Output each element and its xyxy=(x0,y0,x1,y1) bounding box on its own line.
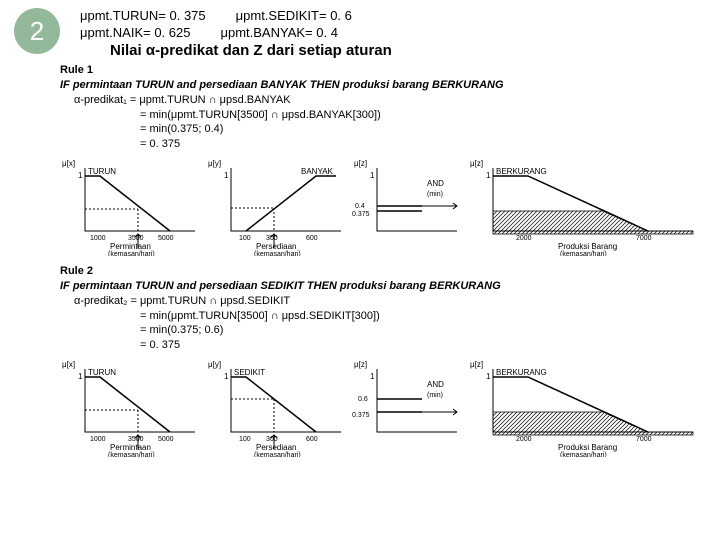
rule2-block: Rule 2 IF permintaan TURUN and persediaa… xyxy=(60,264,710,353)
rule2-eq4: = 0. 375 xyxy=(140,338,710,353)
svg-text:Persediaan: Persediaan xyxy=(256,443,296,452)
rule1-eq3: = min(0.375; 0.4) xyxy=(140,122,710,137)
svg-text:BERKURANG: BERKURANG xyxy=(496,368,547,377)
rule2-eq3: = min(0.375; 0.6) xyxy=(140,323,710,338)
svg-text:μ[z]: μ[z] xyxy=(354,159,367,168)
svg-text:Produksi Barang: Produksi Barang xyxy=(558,443,617,452)
svg-text:1: 1 xyxy=(224,171,229,180)
svg-text:TURUN: TURUN xyxy=(88,368,116,377)
svg-text:100: 100 xyxy=(239,235,251,242)
charts-row1: μ[x] TURUN 1 1000 3500 5000 Permintaan (… xyxy=(60,156,710,256)
chart-permintaan-1: μ[x] TURUN 1 1000 3500 5000 Permintaan (… xyxy=(60,156,200,256)
svg-text:1: 1 xyxy=(370,171,375,180)
rule1-eq4: = 0. 375 xyxy=(140,137,710,152)
slide-title: Nilai α-predikat dan Z dari setiap atura… xyxy=(110,42,710,59)
svg-text:2000: 2000 xyxy=(516,436,532,443)
rule2-eq2: = min(μpmt.TURUN[3500] ∩ μpsd.SEDIKIT[30… xyxy=(140,309,710,324)
rule1-block: Rule 1 IF permintaan TURUN and persediaa… xyxy=(60,63,710,152)
svg-text:1: 1 xyxy=(78,171,83,180)
svg-text:1000: 1000 xyxy=(90,235,106,242)
chart-permintaan-2: μ[x] TURUN 1 1000 3500 5000 Permintaan (… xyxy=(60,357,200,457)
mu-naik: μpmt.NAIK = 0. 625 xyxy=(80,25,190,40)
svg-text:300: 300 xyxy=(266,436,278,443)
svg-text:1: 1 xyxy=(78,372,83,381)
rule2-label: Rule 2 xyxy=(60,264,710,279)
svg-text:Permintaan: Permintaan xyxy=(110,443,151,452)
rule1-text: IF permintaan TURUN and persediaan BANYA… xyxy=(60,78,710,93)
svg-text:1: 1 xyxy=(486,171,491,180)
svg-text:1: 1 xyxy=(486,372,491,381)
svg-text:(kemasan/hari): (kemasan/hari) xyxy=(254,452,301,457)
svg-text:SEDIKIT: SEDIKIT xyxy=(234,368,265,377)
svg-text:μ[z]: μ[z] xyxy=(470,360,483,369)
svg-text:(kemasan/hari): (kemasan/hari) xyxy=(254,251,301,256)
svg-text:μ[y]: μ[y] xyxy=(208,159,221,168)
svg-text:(kemasan/hari): (kemasan/hari) xyxy=(560,251,607,256)
svg-text:3500: 3500 xyxy=(128,235,144,242)
svg-text:0.4: 0.4 xyxy=(355,203,365,210)
svg-text:7000: 7000 xyxy=(636,436,652,443)
svg-text:μ[z]: μ[z] xyxy=(354,360,367,369)
svg-text:(kemasan/hari): (kemasan/hari) xyxy=(108,452,155,457)
chart-produksi-1: μ[z] BERKURANG 1 2000 7000 Produksi Bara… xyxy=(468,156,698,256)
svg-text:(min): (min) xyxy=(427,392,443,399)
svg-text:μ[x]: μ[x] xyxy=(62,159,75,168)
chart-produksi-2: μ[z] BERKURANG 1 2000 7000 Produksi Bara… xyxy=(468,357,698,457)
svg-text:2000: 2000 xyxy=(516,235,532,242)
svg-text:μ[y]: μ[y] xyxy=(208,360,221,369)
svg-text:1000: 1000 xyxy=(90,436,106,443)
rule2-eq1: α-predikat₂ = μpmt.TURUN ∩ μpsd.SEDIKIT xyxy=(74,294,710,309)
svg-text:Produksi Barang: Produksi Barang xyxy=(558,242,617,251)
svg-text:(min): (min) xyxy=(427,191,443,198)
rule1-eq2: = min(μpmt.TURUN[3500] ∩ μpsd.BANYAK[300… xyxy=(140,108,710,123)
chart-and-2: μ[z] AND (min) 1 0.6 0.375 xyxy=(352,357,462,457)
svg-text:0.375: 0.375 xyxy=(352,412,370,419)
svg-text:BERKURANG: BERKURANG xyxy=(496,167,547,176)
svg-text:(kemasan/hari): (kemasan/hari) xyxy=(108,251,155,256)
chart-and-1: μ[z] AND (min) 1 0.4 0.375 xyxy=(352,156,462,256)
svg-text:600: 600 xyxy=(306,235,318,242)
rule1-eq1: α-predikat₁ = μpmt.TURUN ∩ μpsd.BANYAK xyxy=(74,93,710,108)
svg-text:5000: 5000 xyxy=(158,235,174,242)
svg-text:AND: AND xyxy=(427,380,444,389)
svg-text:Permintaan: Permintaan xyxy=(110,242,151,251)
charts-row2: μ[x] TURUN 1 1000 3500 5000 Permintaan (… xyxy=(60,357,710,457)
svg-text:300: 300 xyxy=(266,235,278,242)
header: μpmt.TURUN = 0. 375 μpmt.SEDIKIT = 0. 6 … xyxy=(80,8,710,59)
svg-text:(kemasan/hari): (kemasan/hari) xyxy=(560,452,607,457)
mu-banyak: μpmt.BANYAK = 0. 4 xyxy=(220,25,337,40)
rule2-text: IF permintaan TURUN and persediaan SEDIK… xyxy=(60,279,710,294)
svg-text:1: 1 xyxy=(224,372,229,381)
svg-text:TURUN: TURUN xyxy=(88,167,116,176)
svg-text:0.375: 0.375 xyxy=(352,211,370,218)
svg-text:3500: 3500 xyxy=(128,436,144,443)
mu-turun: μpmt.TURUN = 0. 375 xyxy=(80,8,206,23)
svg-text:BANYAK: BANYAK xyxy=(301,167,334,176)
chart-persediaan-banyak: μ[y] BANYAK 1 100 300 600 Persediaan (ke… xyxy=(206,156,346,256)
svg-text:1: 1 xyxy=(370,372,375,381)
rule1-label: Rule 1 xyxy=(60,63,710,78)
svg-text:μ[z]: μ[z] xyxy=(470,159,483,168)
svg-text:5000: 5000 xyxy=(158,436,174,443)
svg-text:0.6: 0.6 xyxy=(358,396,368,403)
step-circle: 2 xyxy=(14,8,60,54)
svg-text:7000: 7000 xyxy=(636,235,652,242)
svg-text:100: 100 xyxy=(239,436,251,443)
svg-text:AND: AND xyxy=(427,179,444,188)
svg-text:Persediaan: Persediaan xyxy=(256,242,296,251)
chart-persediaan-sedikit: μ[y] SEDIKIT 1 100 300 600 Persediaan (k… xyxy=(206,357,346,457)
svg-text:μ[x]: μ[x] xyxy=(62,360,75,369)
mu-sedikit: μpmt.SEDIKIT = 0. 6 xyxy=(236,8,352,23)
svg-text:600: 600 xyxy=(306,436,318,443)
